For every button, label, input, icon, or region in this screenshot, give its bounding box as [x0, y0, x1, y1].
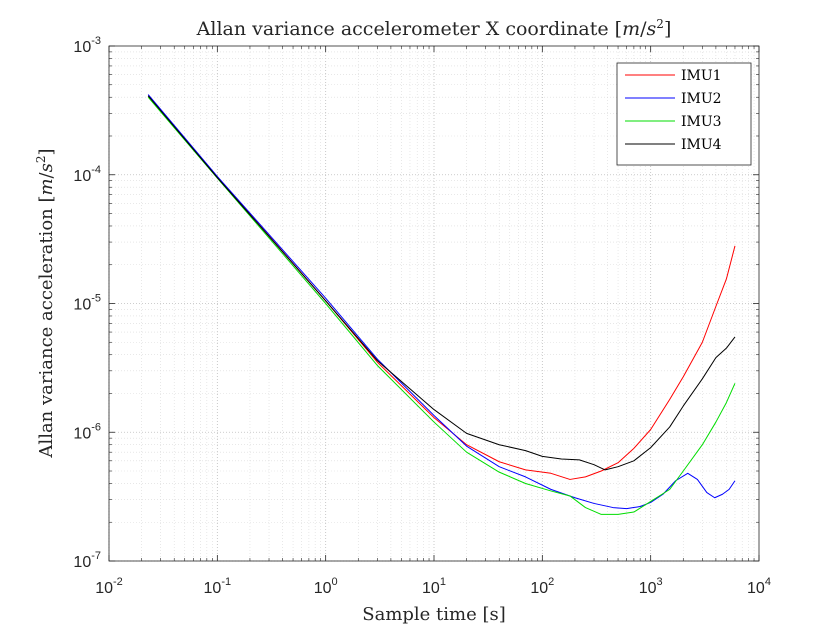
x-axis-label: Sample time [s] — [362, 604, 506, 625]
x-tick-label-exponent: -2 — [113, 576, 123, 588]
series-line-imu3 — [147, 96, 736, 515]
y-tick-label-base: 10 — [73, 554, 91, 571]
y-tick-label-exponent: -7 — [91, 550, 101, 562]
x-tick-label: 100 — [314, 576, 338, 597]
series-layer — [147, 94, 736, 515]
y-tick-label-exponent: -6 — [91, 421, 101, 433]
y-tick-label: 10-6 — [73, 421, 101, 442]
x-tick-label: 10-2 — [95, 576, 123, 597]
x-tick-label-base: 10 — [422, 580, 440, 597]
legend-label-imu4: IMU4 — [681, 137, 722, 153]
x-tick-label: 10-1 — [204, 576, 232, 597]
legend-label-imu2: IMU2 — [681, 91, 722, 107]
x-tick-label: 102 — [530, 576, 554, 597]
series-line-imu1 — [147, 95, 736, 480]
y-tick-label: 10-3 — [73, 35, 101, 56]
legend: IMU1 IMU2 IMU3 IMU4 — [616, 62, 752, 166]
y-tick-label: 10-5 — [73, 293, 101, 314]
x-tick-label: 101 — [422, 576, 446, 597]
y-tick-label: 10-4 — [73, 164, 101, 185]
x-tick-label-base: 10 — [639, 580, 657, 597]
x-tick-label: 103 — [639, 576, 663, 597]
y-tick-label: 10-7 — [73, 550, 101, 571]
series-line-imu4 — [147, 95, 736, 471]
legend-label-imu3: IMU3 — [681, 114, 722, 130]
y-tick-label-exponent: -4 — [91, 164, 101, 176]
x-tick-label-base: 10 — [530, 580, 548, 597]
x-tick-label-base: 10 — [204, 580, 222, 597]
x-tick-label-exponent: 0 — [332, 576, 338, 588]
legend-label-imu1: IMU1 — [681, 68, 722, 84]
series-line-imu2 — [147, 94, 736, 510]
x-tick-label-base: 10 — [95, 580, 113, 597]
x-tick-label-exponent: 4 — [765, 576, 771, 588]
y-tick-label-base: 10 — [73, 39, 91, 56]
axis-ticks — [108, 45, 760, 562]
y-tick-label-exponent: -3 — [91, 35, 101, 47]
y-axis-label: Allan variance acceleration [m/s2] — [34, 148, 57, 458]
x-tick-label-exponent: 2 — [548, 576, 554, 588]
x-tick-label-exponent: 1 — [440, 576, 446, 588]
y-tick-label-base: 10 — [73, 297, 91, 314]
x-tick-label-base: 10 — [747, 580, 765, 597]
y-tick-label-exponent: -5 — [91, 293, 101, 305]
x-tick-label: 104 — [747, 576, 771, 597]
y-tick-label-base: 10 — [73, 168, 91, 185]
chart-title: Allan variance accelerometer X coordinat… — [196, 17, 672, 40]
x-tick-label-exponent: -1 — [221, 576, 231, 588]
legend-box — [616, 62, 752, 166]
y-tick-label-base: 10 — [73, 425, 91, 442]
tick-labels: 10-2 10-1 100 101 102 103 10410-710-610-510-41… — [73, 35, 771, 597]
x-tick-label-exponent: 3 — [657, 576, 663, 588]
x-tick-label-base: 10 — [314, 580, 332, 597]
